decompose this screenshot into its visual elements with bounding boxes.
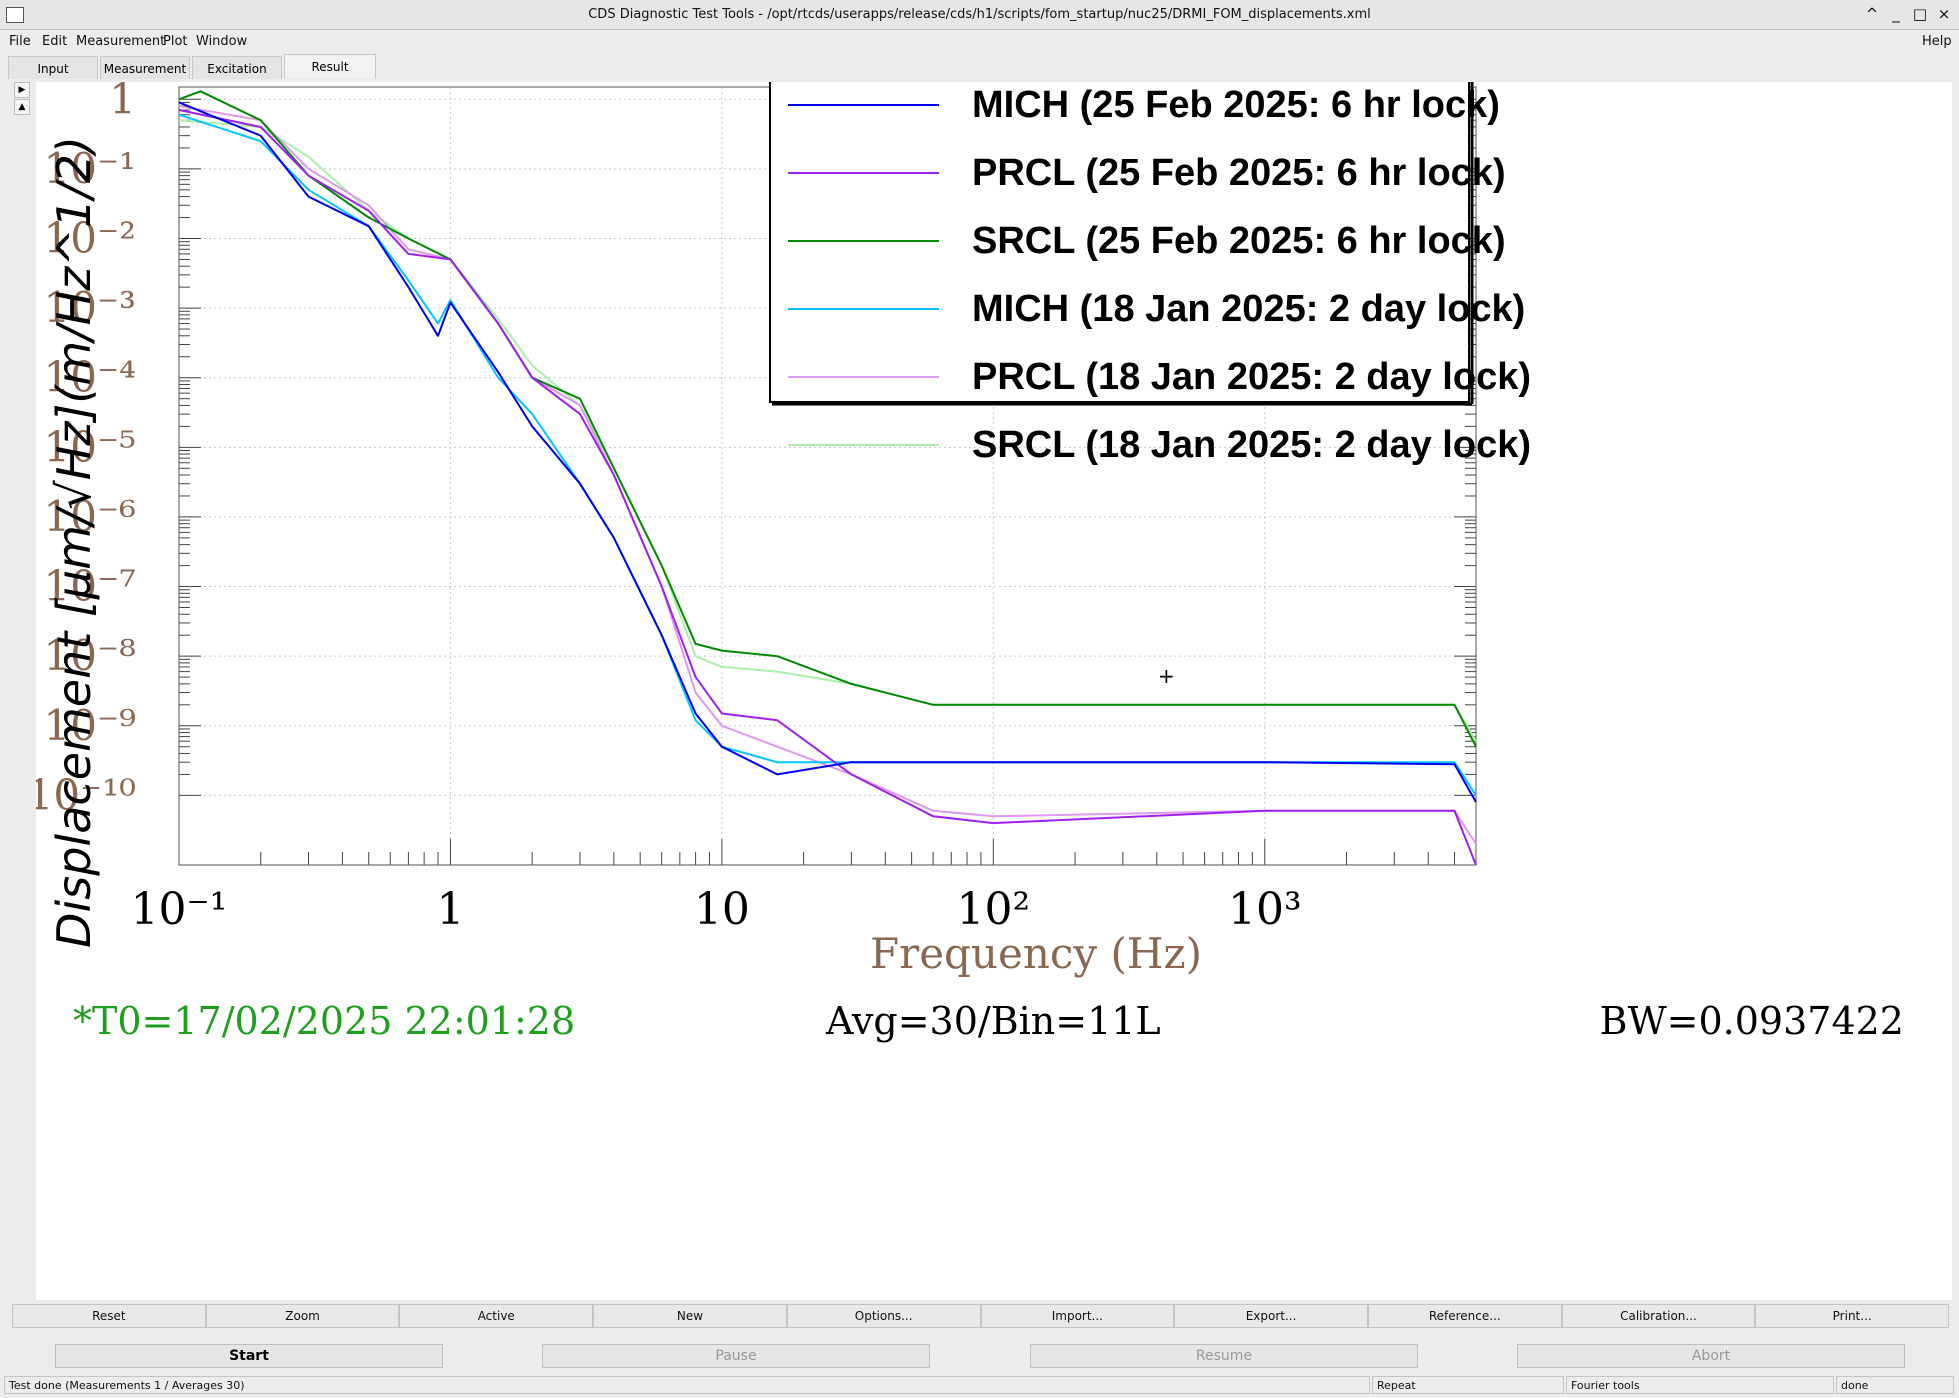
x-tick-label: 10² <box>957 884 1031 935</box>
menu-plot[interactable]: Plot <box>163 34 188 49</box>
legend-label: MICH (25 Feb 2025: 6 hr lock) <box>972 84 1500 126</box>
y-tick-label: 1 <box>109 82 136 123</box>
legend-label: SRCL (25 Feb 2025: 6 hr lock) <box>972 220 1506 262</box>
control-button-row: Start Pause Resume Abort <box>0 1344 1959 1370</box>
zoom-button[interactable]: Zoom <box>205 1304 400 1328</box>
x-tick-label: 10³ <box>1228 884 1302 935</box>
print-button[interactable]: Print... <box>1755 1304 1950 1328</box>
info-t0: *T0=17/02/2025 22:01:28 <box>73 999 575 1043</box>
reference-button[interactable]: Reference... <box>1367 1304 1562 1328</box>
window-titlebar: CDS Diagnostic Test Tools - /opt/rtcds/u… <box>0 0 1959 30</box>
menu-window[interactable]: Window <box>196 34 248 49</box>
legend-label: SRCL (18 Jan 2025: 2 day lock) <box>972 424 1531 466</box>
status-repeat: Repeat <box>1372 1376 1564 1394</box>
start-button[interactable]: Start <box>55 1344 443 1368</box>
tab-measurement[interactable]: Measurement <box>100 56 190 79</box>
y-tick-label: 10⁻⁶ <box>44 492 136 541</box>
y-tick-label: 10⁻³ <box>44 283 136 332</box>
y-tick-label: 10⁻⁹ <box>44 701 136 750</box>
window-shade-button[interactable]: ^ <box>1865 5 1879 23</box>
tab-excitation[interactable]: Excitation <box>192 56 282 79</box>
x-axis-label: Frequency (Hz) <box>870 929 1202 978</box>
app-icon[interactable] <box>6 7 24 23</box>
y-tick-label: 10⁻⁷ <box>44 562 136 611</box>
options-button[interactable]: Options... <box>786 1304 981 1328</box>
y-tick-label: 10⁻⁵ <box>44 422 136 471</box>
menu-help[interactable]: Help <box>1922 34 1952 49</box>
plot-tick-labels: 10⁻¹ 1 10 10² 10³ 1 10⁻¹ 10⁻² 10⁻³ 10⁻⁴ 10⁻⁵ 10⁻⁶ 10… <box>36 82 1302 935</box>
tab-input[interactable]: Input <box>8 56 98 79</box>
window-title: CDS Diagnostic Test Tools - /opt/rtcds/u… <box>588 7 1371 22</box>
new-button[interactable]: New <box>593 1304 787 1328</box>
x-tick-label: 10 <box>694 884 750 935</box>
legend-label: PRCL (25 Feb 2025: 6 hr lock) <box>972 152 1506 194</box>
calibration-button[interactable]: Calibration... <box>1561 1304 1756 1328</box>
status-bar: Test done (Measurements 1 / Averages 30)… <box>0 1374 1959 1396</box>
info-bw: BW=0.0937422 <box>1600 999 1904 1043</box>
plot-button-row: Reset Zoom Active New Options... Import.… <box>12 1304 1950 1328</box>
panel-scroll-up-icon[interactable]: ▲ <box>14 99 30 115</box>
window-minimize-button[interactable]: _ <box>1892 5 1900 23</box>
cursor-marker: + <box>1158 664 1175 688</box>
panel-scroll-buttons: ▶ ▲ <box>14 82 30 116</box>
y-axis-label: Displacement [μm/√Hz](m/Hz^1/2) <box>47 136 101 948</box>
y-tick-label: 10⁻⁴ <box>44 353 136 402</box>
y-tick-label: 10⁻² <box>44 213 136 262</box>
series-line <box>178 101 1477 803</box>
spectrum-plot[interactable]: 10⁻¹ 1 10 10² 10³ 1 10⁻¹ 10⁻² 10⁻³ 10⁻⁴ 10⁻⁵ 10⁻⁶ 10… <box>36 82 1952 1300</box>
y-tick-label: 10⁻⁸ <box>44 631 136 680</box>
status-state: done <box>1836 1376 1954 1394</box>
plot-legend: MICH (25 Feb 2025: 6 hr lock) PRCL (25 Fe… <box>769 82 1531 466</box>
menu-edit[interactable]: Edit <box>42 34 68 49</box>
plot-panel[interactable]: 10⁻¹ 1 10 10² 10³ 1 10⁻¹ 10⁻² 10⁻³ 10⁻⁴ 10⁻⁵ 10⁻⁶ 10… <box>36 82 1952 1300</box>
window-maximize-button[interactable]: □ <box>1912 5 1928 23</box>
series-line <box>178 109 1477 866</box>
abort-button[interactable]: Abort <box>1517 1344 1905 1368</box>
menu-bar: File Edit Measurement Plot Window Help <box>0 30 1959 54</box>
pause-button[interactable]: Pause <box>542 1344 930 1368</box>
x-tick-label: 1 <box>436 884 464 935</box>
tab-result[interactable]: Result <box>284 54 376 78</box>
series-line <box>178 90 1477 748</box>
panel-scroll-right-icon[interactable]: ▶ <box>14 82 30 98</box>
active-button[interactable]: Active <box>399 1304 594 1328</box>
legend-label: MICH (18 Jan 2025: 2 day lock) <box>972 288 1525 330</box>
plot-series <box>178 90 1477 866</box>
window-close-button[interactable]: × <box>1937 5 1951 23</box>
reset-button[interactable]: Reset <box>12 1304 206 1328</box>
status-tool: Fourier tools <box>1566 1376 1834 1394</box>
menu-measurement[interactable]: Measurement <box>76 34 166 49</box>
x-tick-label: 10⁻¹ <box>131 884 228 935</box>
y-tick-label: 10⁻¹ <box>44 144 136 193</box>
menu-file[interactable]: File <box>9 34 31 49</box>
resume-button[interactable]: Resume <box>1030 1344 1418 1368</box>
status-message: Test done (Measurements 1 / Averages 30) <box>4 1376 1370 1394</box>
legend-label: PRCL (18 Jan 2025: 2 day lock) <box>972 356 1531 398</box>
info-avg: Avg=30/Bin=11L <box>825 999 1161 1043</box>
y-tick-label: 10⁻¹⁰ <box>36 770 136 819</box>
import-button[interactable]: Import... <box>980 1304 1175 1328</box>
export-button[interactable]: Export... <box>1174 1304 1368 1328</box>
